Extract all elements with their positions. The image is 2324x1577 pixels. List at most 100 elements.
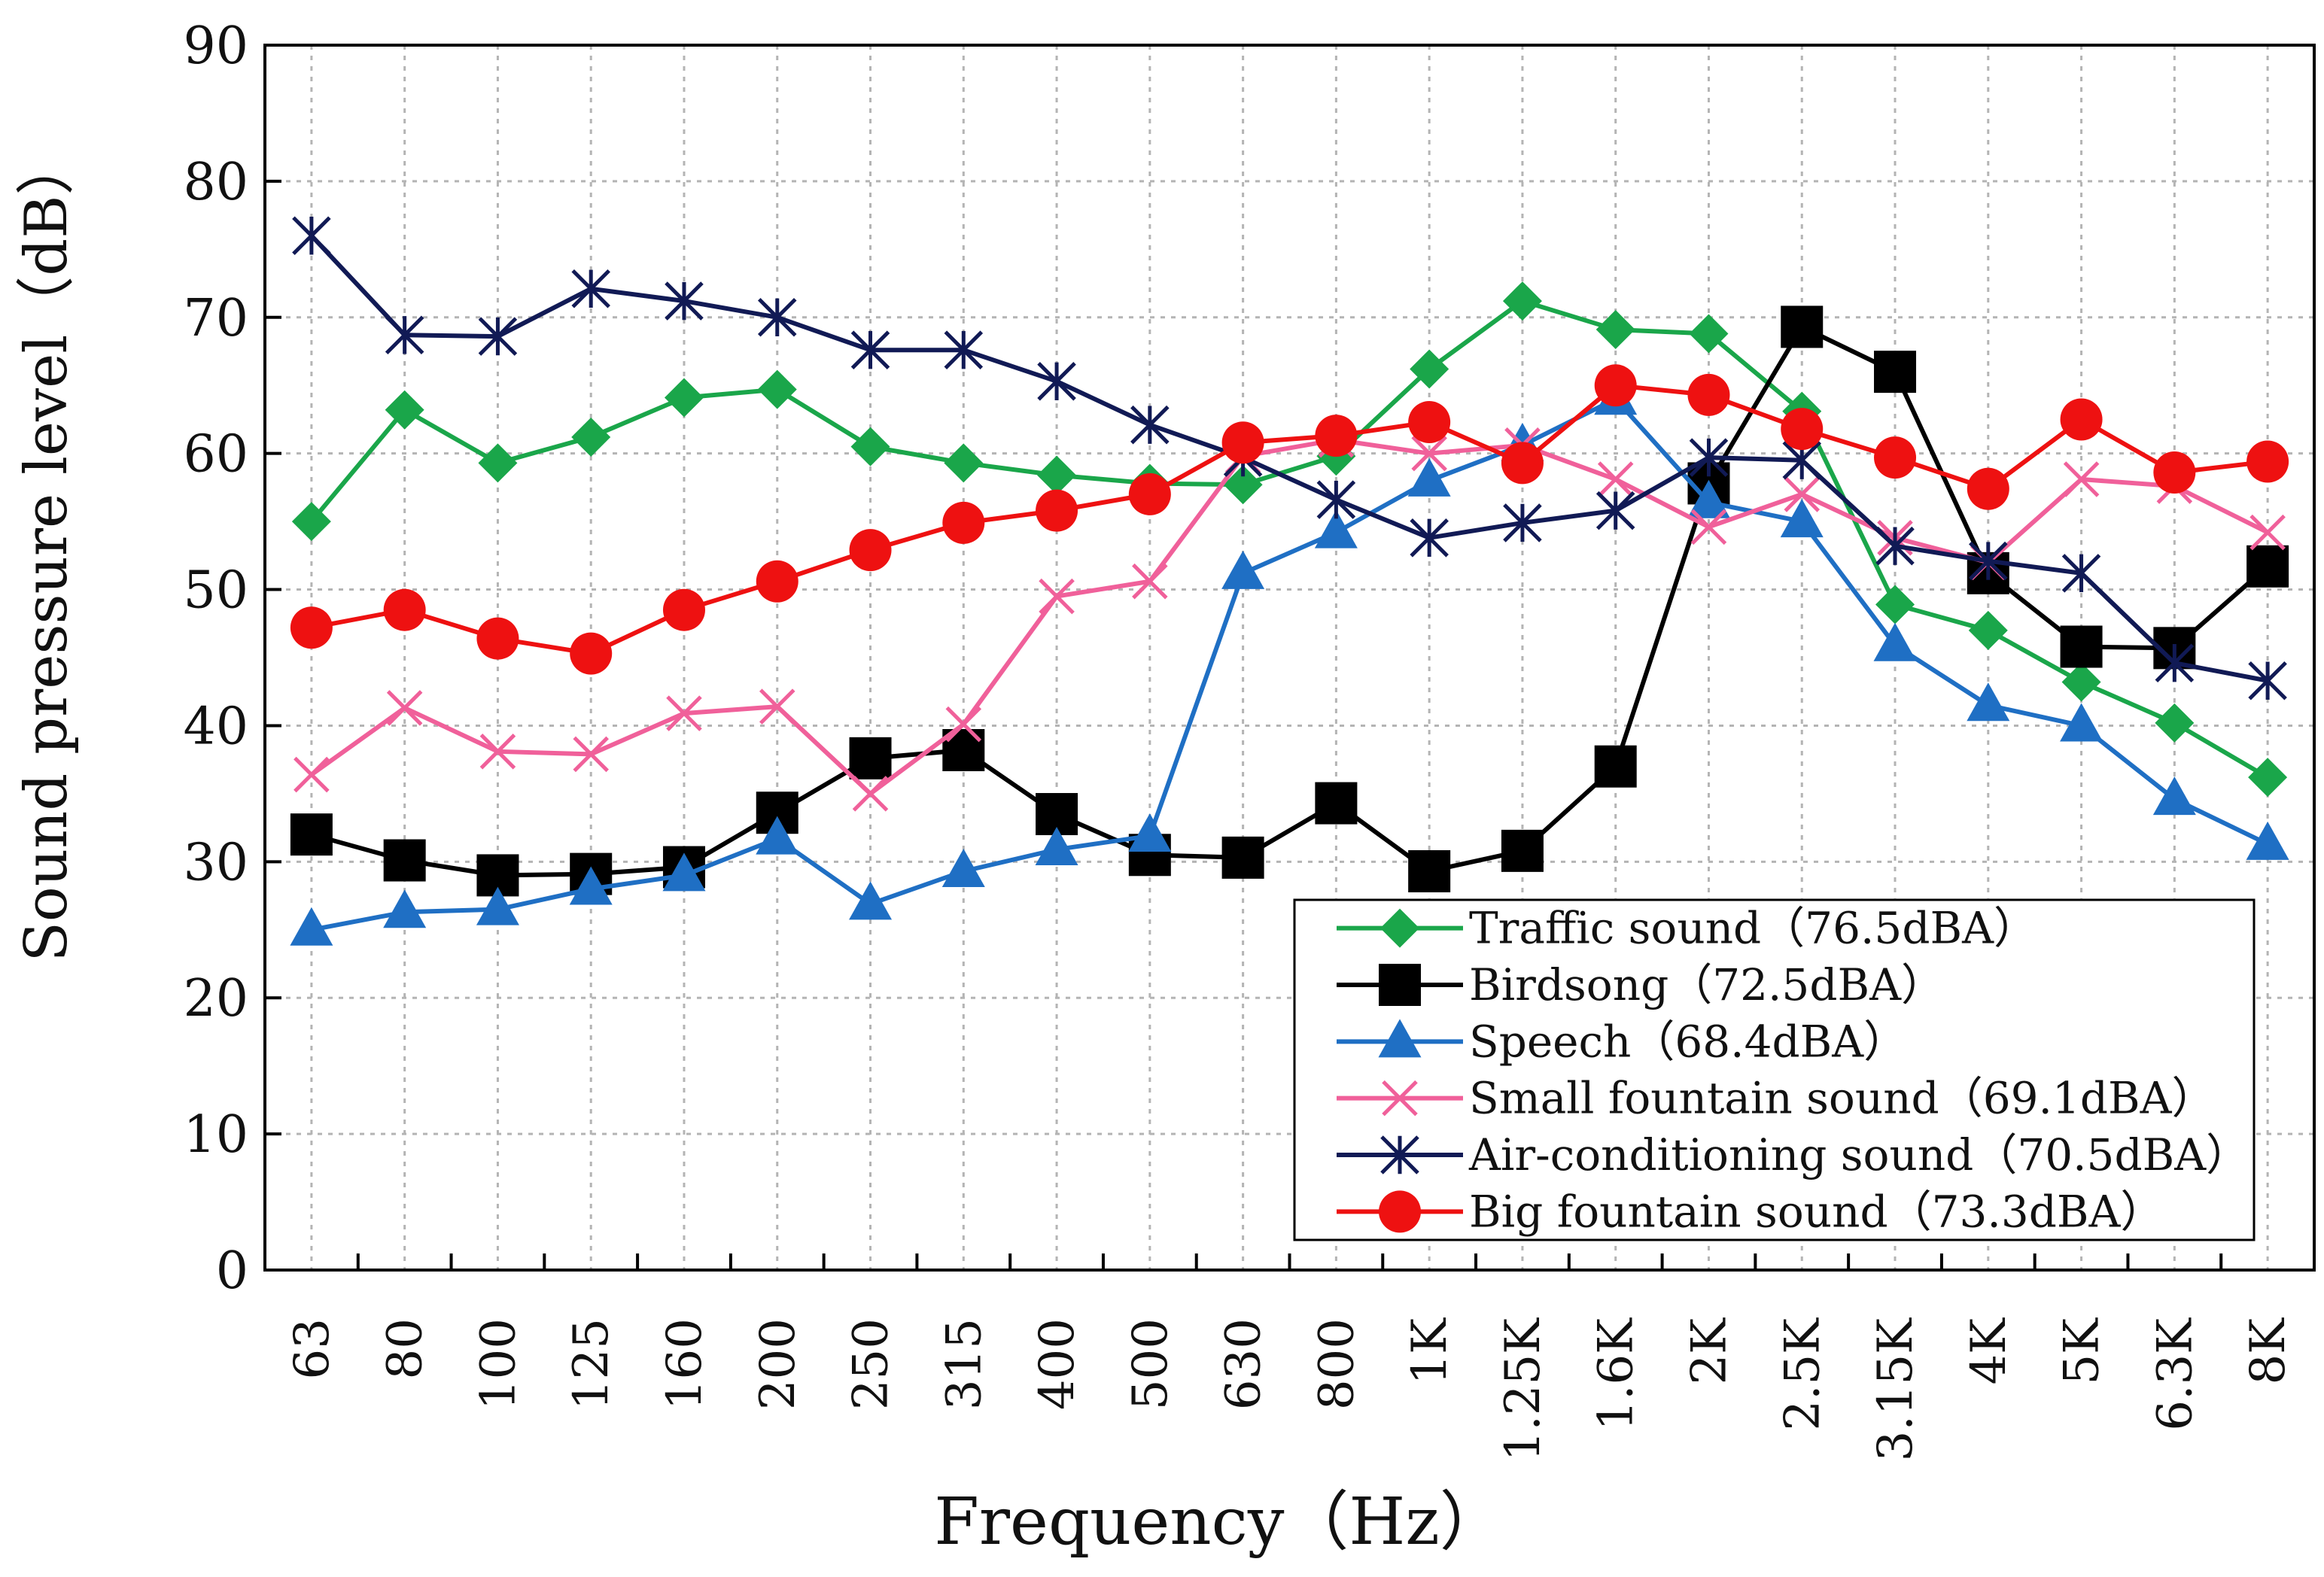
series-1-marker <box>2060 625 2103 668</box>
series-5-marker <box>756 560 798 603</box>
series-1-marker <box>1408 849 1451 892</box>
y-tick-label: 60 <box>183 425 248 485</box>
series-1-line <box>311 324 2270 878</box>
legend-5-marker <box>1379 1190 1421 1233</box>
series-3-marker <box>759 688 795 725</box>
y-tick-label: 0 <box>216 1241 248 1301</box>
x-tick-label: 3.15K <box>1868 1317 1924 1462</box>
y-tick-label: 70 <box>183 289 248 348</box>
series-0-marker <box>1037 455 1077 495</box>
series-0-marker <box>1968 610 2008 650</box>
series-layer <box>290 216 2289 946</box>
series-4-marker <box>1037 362 1076 401</box>
series-3-marker <box>1597 461 1634 497</box>
series-5-marker <box>1874 436 1917 479</box>
series-2-marker <box>756 816 799 855</box>
axes: 0 10 20 30 40 50 60 70 80 90 63 80 100 125 160 200 250 31… <box>183 17 2316 1462</box>
series-4-marker <box>1503 503 1542 542</box>
series-1-marker <box>1594 745 1637 788</box>
series-2-marker <box>2152 776 2196 816</box>
series-4-marker <box>478 317 518 356</box>
x-tick-label: 315 <box>936 1318 992 1410</box>
x-tick-label: 630 <box>1216 1318 1272 1410</box>
x-tick-label: 250 <box>844 1318 899 1410</box>
series-5-marker <box>942 501 985 544</box>
legend-3-marker <box>1382 1080 1418 1117</box>
legend-4-marker <box>1380 1135 1419 1174</box>
series-4-marker <box>1689 438 1729 477</box>
series-3-marker <box>1039 578 1075 615</box>
series-1-marker <box>1781 305 1824 348</box>
x-tick-label: 400 <box>1030 1318 1085 1410</box>
series-3-line <box>310 437 2269 796</box>
series-4-marker <box>665 281 704 321</box>
series-5-marker <box>1036 489 1078 532</box>
series-2-marker <box>1128 813 1172 852</box>
series-4-marker <box>1316 480 1356 519</box>
x-tick-label: 63 <box>284 1318 340 1379</box>
series-4 <box>292 216 2287 700</box>
series-3-marker <box>666 695 702 731</box>
series-1-marker <box>849 737 892 779</box>
series-1-marker <box>1221 836 1264 879</box>
legend-label: Traffic sound（76.5dBA） <box>1469 903 2037 954</box>
series-2-marker <box>1314 509 1358 548</box>
series-0-marker <box>571 417 611 457</box>
x-tick-label: 1.6K <box>1589 1317 1644 1431</box>
x-tick-label: 4K <box>1961 1317 2017 1385</box>
legend-item: Big fountain sound（73.3dBA） <box>1337 1186 2164 1237</box>
series-2-marker <box>2060 703 2103 742</box>
series-1-marker <box>290 813 333 856</box>
series-5-marker <box>2246 440 2289 483</box>
series-2-marker <box>569 866 613 905</box>
legend-item: Traffic sound（76.5dBA） <box>1337 903 2037 954</box>
series-0-marker <box>850 427 890 466</box>
series-0-marker <box>1689 314 1729 354</box>
series-2-marker <box>1221 550 1265 589</box>
series-5-marker <box>1315 415 1358 457</box>
series-5-marker <box>1781 408 1824 451</box>
series-5-marker <box>383 588 426 631</box>
series-4-marker <box>2155 643 2195 683</box>
series-2-marker <box>941 848 985 887</box>
series-3-marker <box>573 736 609 773</box>
series-1-marker <box>1874 351 1917 393</box>
series-5-marker <box>1408 401 1451 444</box>
series-4-marker <box>1130 405 1170 445</box>
series-0-marker <box>2155 703 2195 743</box>
series-2-marker <box>2246 821 2289 860</box>
series-4-marker <box>571 269 610 308</box>
series-1-marker <box>1315 782 1358 825</box>
series-4-marker <box>385 315 424 355</box>
series-5-marker <box>1501 442 1544 485</box>
y-tick-label: 90 <box>183 17 248 76</box>
series-3-marker <box>294 756 330 793</box>
series-4-marker <box>944 330 984 369</box>
series-0-marker <box>478 443 518 483</box>
y-axis-title: Sound pressure level（dB） <box>13 136 81 962</box>
series-2-marker <box>1407 457 1451 497</box>
series-4-marker <box>2061 554 2101 593</box>
series-5-marker <box>570 632 613 675</box>
x-tick-label: 160 <box>657 1318 713 1410</box>
series-3-marker <box>1411 435 1447 472</box>
y-tick-label: 30 <box>183 833 248 892</box>
legend-box <box>1293 898 2256 1241</box>
x-tick-label: 100 <box>470 1318 526 1410</box>
series-4-marker <box>292 216 331 256</box>
x-tick-label: 125 <box>564 1318 619 1410</box>
legend-label: Big fountain sound（73.3dBA） <box>1469 1186 2164 1237</box>
series-0-marker <box>757 369 797 409</box>
series-0-marker <box>1595 310 1635 350</box>
series-5-marker <box>662 588 705 631</box>
series-1-marker <box>1501 829 1544 872</box>
series-4-marker <box>850 330 890 369</box>
series-5-marker <box>1221 421 1264 464</box>
series-5-marker <box>1967 467 2009 510</box>
series-3-marker <box>2063 461 2100 497</box>
x-tick-label: 800 <box>1309 1318 1364 1410</box>
legend-label: Small fountain sound（69.1dBA） <box>1469 1073 2215 1124</box>
series-2-marker <box>1780 499 1824 538</box>
